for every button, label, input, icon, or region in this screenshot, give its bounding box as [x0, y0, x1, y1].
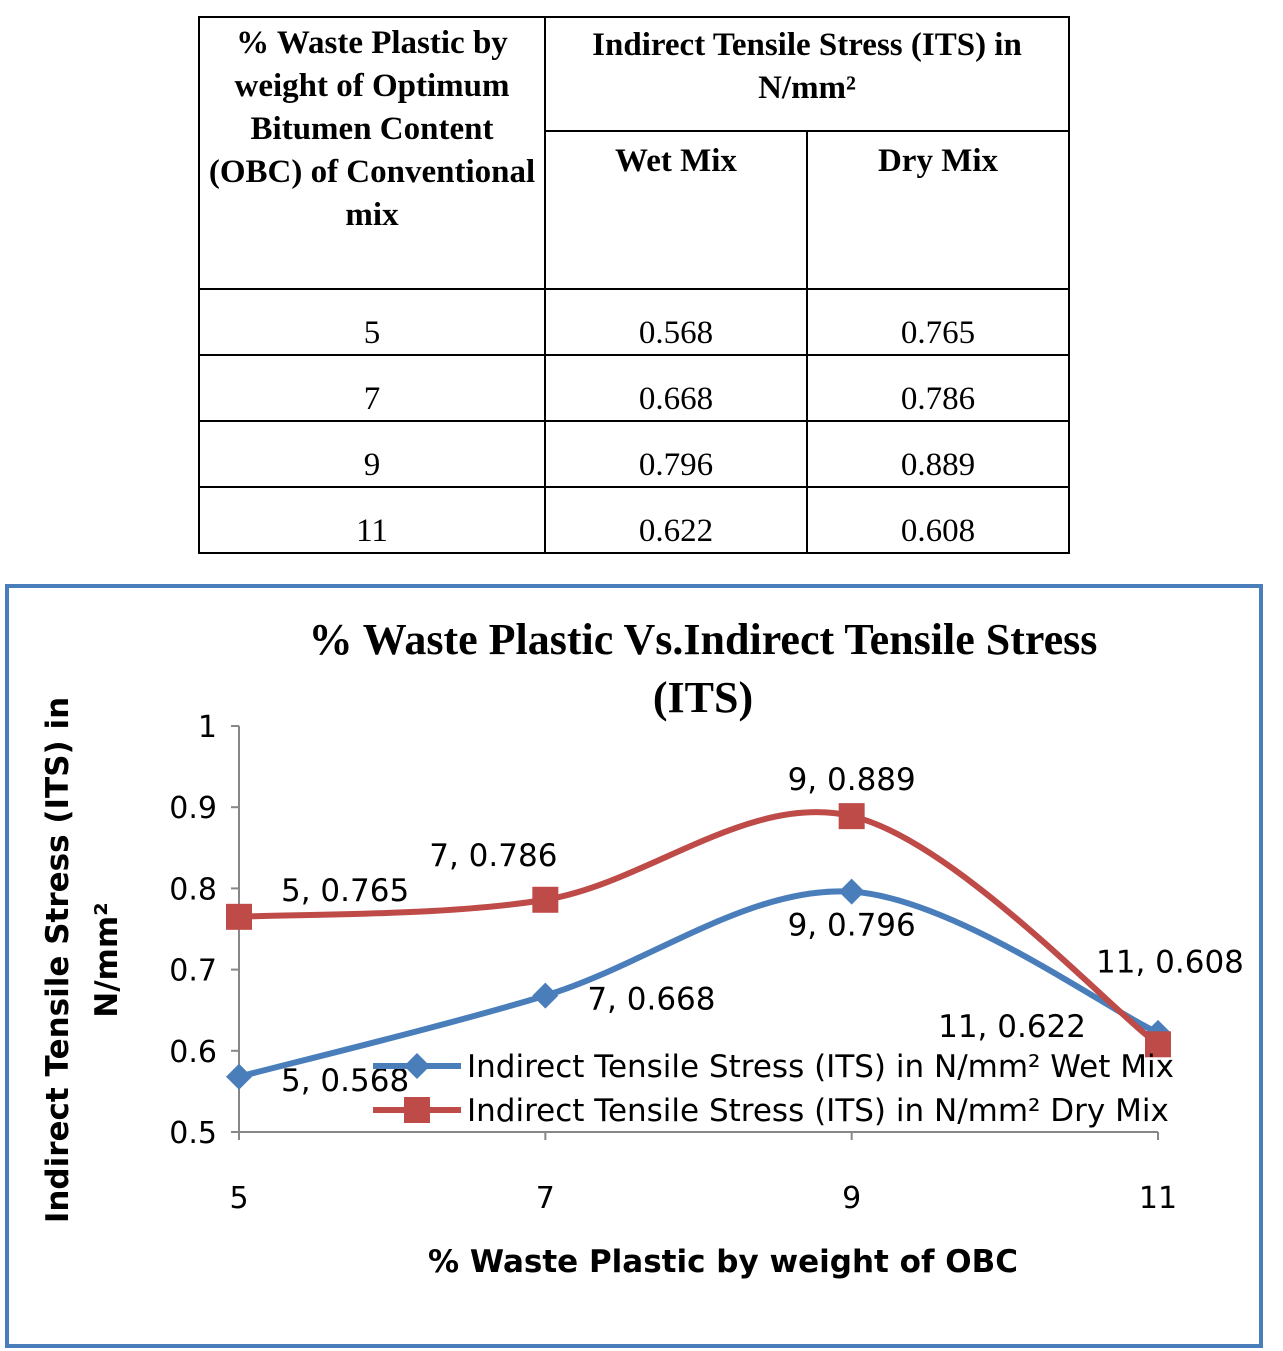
data-label: 9, 0.796	[788, 908, 916, 944]
table-row: 5 0.568 0.765	[198, 288, 1070, 356]
cell-wet: 0.796	[544, 420, 808, 488]
table-row: 7 0.668 0.786	[198, 354, 1070, 422]
chart-title-line-2: (ITS)	[653, 673, 753, 722]
y-axis-label: Indirect Tensile Stress (ITS) in N/mm²	[40, 697, 125, 1223]
cell-wet: 0.668	[544, 354, 808, 422]
header-waste-plastic: % Waste Plastic by weight of Optimum Bit…	[198, 16, 546, 290]
y-tick-label: 1	[198, 710, 217, 745]
legend-entry: Indirect Tensile Stress (ITS) in N/mm² W…	[467, 1049, 1174, 1085]
data-point-dry	[532, 886, 559, 913]
y-tick-label: 0.7	[169, 954, 217, 989]
y-tick-label: 0.8	[169, 872, 217, 907]
cell-dry: 0.786	[806, 354, 1070, 422]
data-label: 11, 0.608	[1096, 944, 1244, 980]
data-point-wet	[838, 878, 865, 905]
data-label: 7, 0.786	[429, 838, 557, 874]
cell-dry: 0.608	[806, 486, 1070, 554]
x-tick-label: 7	[536, 1181, 555, 1216]
its-data-table: % Waste Plastic by weight of Optimum Bit…	[198, 16, 1070, 554]
y-tick-label: 0.6	[169, 1035, 217, 1070]
cell-wet: 0.568	[544, 288, 808, 356]
header-its: Indirect Tensile Stress (ITS) in N/mm²	[544, 16, 1070, 132]
series-line-dry-mix	[236, 809, 1161, 1048]
cell-pct: 9	[198, 420, 546, 488]
x-tick-label: 9	[842, 1181, 861, 1216]
cell-pct: 5	[198, 288, 546, 356]
table-row: 11 0.622 0.608	[198, 486, 1070, 554]
x-axis-label: % Waste Plastic by weight of OBC	[428, 1244, 1018, 1280]
data-label: 9, 0.889	[788, 762, 916, 798]
y-axis-label-line-2: N/mm²	[89, 902, 125, 1017]
data-point-dry	[838, 803, 865, 830]
cell-wet: 0.622	[544, 486, 808, 554]
cell-dry: 0.765	[806, 288, 1070, 356]
data-label: 7, 0.668	[587, 982, 715, 1018]
y-axis-label-line-1: Indirect Tensile Stress (ITS) in	[40, 697, 76, 1223]
series-line-wet-mix	[236, 888, 1161, 1080]
chart-title-line-1: % Waste Plastic Vs.Indirect Tensile Stre…	[309, 615, 1098, 664]
its-line-chart: % Waste Plastic Vs.Indirect Tensile Stre…	[40, 615, 1244, 1280]
table-row: 9 0.796 0.889	[198, 420, 1070, 488]
legend-marker	[404, 1053, 430, 1079]
x-tick-label: 11	[1139, 1181, 1177, 1216]
data-label: 11, 0.622	[938, 1009, 1086, 1045]
header-dry-mix: Dry Mix	[806, 130, 1070, 290]
data-point-wet	[226, 1063, 252, 1090]
chart-frame: % Waste Plastic Vs.Indirect Tensile Stre…	[5, 584, 1263, 1348]
y-tick-label: 0.9	[169, 791, 217, 826]
header-wet-mix: Wet Mix	[544, 130, 808, 290]
legend-marker	[404, 1097, 430, 1123]
cell-pct: 11	[198, 486, 546, 554]
cell-dry: 0.889	[806, 420, 1070, 488]
cell-pct: 7	[198, 354, 546, 422]
y-tick-label: 0.5	[169, 1116, 217, 1151]
data-point-wet	[532, 982, 559, 1009]
legend-entry: Indirect Tensile Stress (ITS) in N/mm² D…	[467, 1093, 1169, 1129]
data-label: 5, 0.765	[281, 873, 409, 909]
x-tick-label: 5	[229, 1181, 248, 1216]
data-point-dry	[1145, 1031, 1171, 1058]
data-point-dry	[226, 903, 252, 930]
